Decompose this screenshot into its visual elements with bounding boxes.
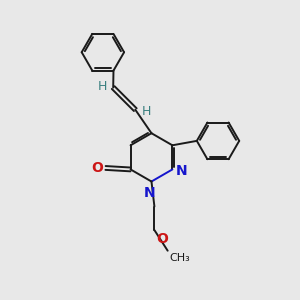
Text: CH₃: CH₃ — [169, 253, 190, 263]
Text: N: N — [144, 186, 156, 200]
Text: H: H — [97, 80, 107, 93]
Text: O: O — [156, 232, 168, 246]
Text: N: N — [175, 164, 187, 178]
Text: H: H — [142, 105, 151, 118]
Text: O: O — [91, 161, 103, 175]
